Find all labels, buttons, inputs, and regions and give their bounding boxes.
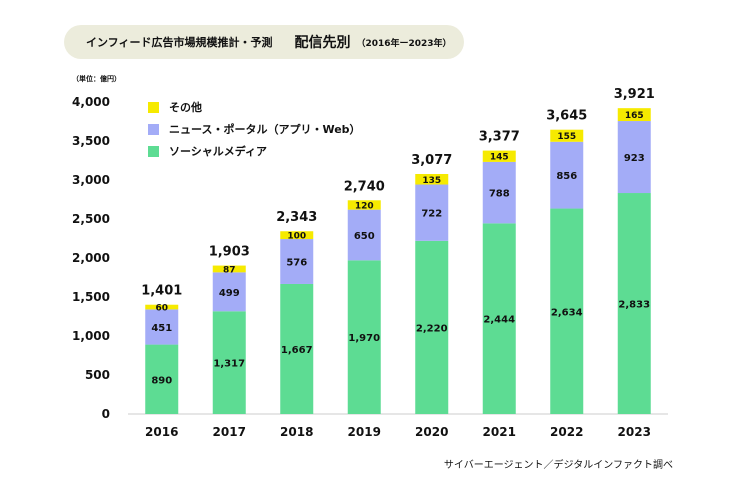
x-tick-label: 2021: [483, 425, 516, 439]
legend-swatch-social: [148, 145, 159, 157]
bar-other: [212, 265, 246, 273]
total-label: 1,903: [209, 245, 250, 260]
data-label-news: 788: [489, 189, 510, 200]
bar-other: [347, 200, 381, 210]
source-note: サイバーエージェント／デジタルインファクト調べ: [443, 460, 673, 471]
legend-label-other: その他: [169, 101, 202, 114]
data-label-news: 856: [556, 171, 577, 182]
x-tick-label: 2017: [213, 425, 246, 439]
data-label-other: 100: [287, 232, 306, 242]
bar-social: [550, 208, 584, 414]
bar-other: [145, 304, 179, 310]
bar-news: [347, 209, 381, 261]
bar-news: [550, 141, 584, 209]
data-label-other: 145: [490, 153, 509, 163]
total-label: 3,645: [546, 109, 587, 124]
data-label-news: 650: [354, 231, 375, 242]
bar-news: [212, 272, 246, 312]
data-label-social: 2,833: [618, 300, 650, 311]
data-label-social: 2,220: [416, 323, 448, 334]
total-label: 2,740: [344, 179, 385, 194]
total-label: 3,077: [411, 153, 452, 168]
chart-title: インフィード広告市場規模推計・予測: [86, 36, 273, 49]
bar-other: [617, 108, 651, 122]
legend-swatch-other: [148, 101, 159, 113]
bar-news: [415, 184, 449, 241]
bar-social: [415, 240, 449, 414]
data-label-news: 576: [286, 258, 307, 269]
x-tick-label: 2018: [280, 425, 313, 439]
bar-social: [280, 283, 314, 414]
data-label-other: 87: [223, 265, 236, 275]
data-label-other: 120: [355, 201, 374, 211]
bar-news: [280, 239, 314, 284]
legend-label-social: ソーシャルメディア: [169, 145, 268, 158]
bar-social: [347, 260, 381, 414]
data-label-social: 2,634: [551, 307, 583, 318]
chart-period: （2016年ー2023年）: [356, 38, 452, 49]
data-label-news: 451: [151, 323, 172, 334]
y-tick-label: 3,000: [72, 173, 110, 187]
legend-item-social: ソーシャルメディア: [148, 140, 361, 162]
bar-other: [482, 150, 516, 162]
data-label-other: 135: [422, 176, 441, 186]
data-label-other: 155: [557, 132, 576, 142]
y-tick-label: 0: [102, 407, 110, 421]
legend-item-news: ニュース・ポータル（アプリ・Web）: [148, 118, 361, 140]
bar-social: [617, 193, 651, 414]
data-label-social: 1,317: [213, 359, 245, 370]
data-label-social: 1,970: [348, 333, 380, 344]
total-label: 3,377: [479, 130, 520, 145]
x-tick-label: 2019: [348, 425, 381, 439]
y-tick-label: 1,500: [72, 290, 110, 304]
chart-title-banner: インフィード広告市場規模推計・予測 配信先別 （2016年ー2023年）: [64, 25, 464, 59]
data-label-social: 1,667: [281, 345, 313, 356]
data-label-other: 60: [155, 304, 168, 314]
y-tick-label: 4,000: [72, 95, 110, 109]
bar-social: [482, 223, 516, 414]
y-tick-label: 1,000: [72, 329, 110, 343]
y-tick-label: 500: [85, 368, 110, 382]
legend-label-news: ニュース・ポータル（アプリ・Web）: [169, 123, 361, 136]
bar-news: [617, 121, 651, 194]
data-label-news: 722: [421, 209, 442, 220]
x-tick-label: 2022: [550, 425, 583, 439]
total-label: 2,343: [276, 210, 317, 225]
bar-news: [482, 161, 516, 224]
y-tick-label: 2,500: [72, 212, 110, 226]
total-label: 3,921: [614, 87, 655, 102]
bar-other: [280, 231, 314, 240]
x-tick-label: 2016: [145, 425, 178, 439]
data-label-social: 890: [151, 375, 172, 386]
x-tick-label: 2023: [618, 425, 651, 439]
bar-other: [550, 129, 584, 142]
bar-social: [145, 344, 179, 414]
legend: その他 ニュース・ポータル（アプリ・Web） ソーシャルメディア: [148, 96, 361, 162]
y-tick-label: 3,500: [72, 134, 110, 148]
bar-other: [415, 173, 449, 185]
chart-subtitle: 配信先別: [294, 35, 351, 51]
legend-swatch-news: [148, 123, 159, 135]
legend-item-other: その他: [148, 96, 361, 118]
bar-news: [145, 309, 179, 345]
y-tick-label: 2,000: [72, 251, 110, 265]
unit-label: （単位：億円）: [72, 75, 121, 83]
data-label-social: 2,444: [483, 315, 515, 326]
data-label-news: 499: [219, 288, 240, 299]
data-label-other: 165: [625, 111, 644, 121]
total-label: 1,401: [141, 284, 182, 299]
bar-social: [212, 311, 246, 414]
data-label-news: 923: [624, 153, 645, 164]
x-tick-label: 2020: [415, 425, 448, 439]
